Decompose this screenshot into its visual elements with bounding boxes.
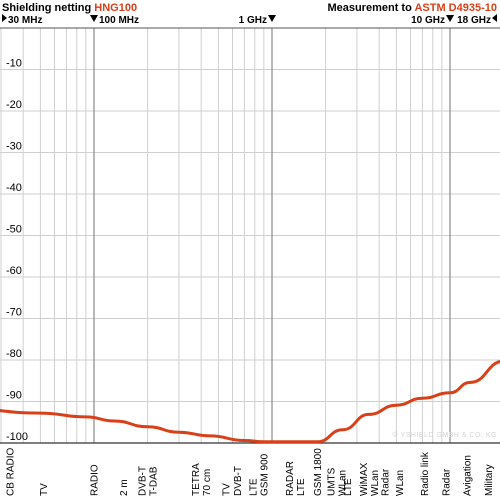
y-tick-labels: -10 -20 -30 -40 -50 -60 -70 -80 -90 -100 [6, 58, 28, 444]
y-tick-label: -30 [6, 141, 22, 153]
freq-marker: 18 GHz [457, 14, 497, 26]
freq-arrow-icon [492, 14, 497, 22]
frequency-markers: 30 MHz 100 MHz 1 GHz 10 GHz 18 GHz [2, 14, 497, 26]
category-label: TETRA 70 cm [191, 463, 213, 496]
category-label-line: Avigation [463, 455, 474, 496]
series [0, 360, 500, 444]
y-tick-label: -40 [6, 182, 22, 194]
freq-marker-label: 1 GHz [239, 15, 267, 26]
freq-marker-label: 100 MHz [99, 15, 139, 26]
category-label: DVB-T [233, 466, 244, 496]
category-label: WiMAX WLan [359, 462, 381, 496]
category-label-line: Radar [380, 468, 391, 496]
category-label-line: RADAR [285, 461, 296, 496]
grid [0, 28, 500, 443]
category-label: Avigation [463, 455, 474, 496]
category-label: 2 m [119, 479, 130, 496]
freq-marker: 10 GHz [411, 15, 454, 26]
header-left: Shielding netting HNG100 [2, 2, 137, 14]
y-tick-label: -100 [6, 431, 28, 443]
freq-arrow-icon [2, 14, 7, 22]
category-label-line: UMTS [326, 467, 337, 496]
chart-header: Shielding netting HNG100 Measurement to … [2, 2, 497, 14]
y-tick-label: -10 [6, 58, 22, 70]
plot-frame [0, 27, 500, 444]
freq-marker: 100 MHz [90, 15, 139, 26]
category-label: Military [484, 464, 495, 496]
header-right-prefix: Measurement to [327, 2, 414, 14]
attenuation-curve [0, 360, 500, 444]
freq-arrow-icon [446, 15, 454, 22]
category-label-line: WLan [370, 470, 381, 496]
category-label-line: LTE [296, 478, 307, 496]
category-label: LTE [343, 478, 354, 496]
y-tick-label: -90 [6, 390, 22, 402]
category-label-line: WLan [337, 470, 348, 496]
y-tick-label: -50 [6, 224, 22, 236]
category-label: TV [221, 483, 232, 496]
category-label-line: 70 cm [202, 469, 213, 496]
category-label: Radar [442, 468, 453, 496]
category-label: LTE [248, 478, 259, 496]
category-label: UMTS WLan [326, 467, 348, 496]
y-tick-label: -20 [6, 99, 22, 111]
freq-marker: 30 MHz [2, 14, 42, 26]
category-label-line: T-DAB [149, 466, 160, 496]
category-label: TV [39, 483, 50, 496]
category-label: CB RADIO [6, 447, 17, 496]
category-labels: CB RADIO TV RADIO 2 m DVB-T T-DAB TETRA 70 cm TV… [6, 447, 496, 496]
category-label-line: TETRA [191, 463, 202, 496]
freq-marker: 1 GHz [239, 15, 276, 26]
category-label-line: CB RADIO [6, 447, 17, 496]
category-label: WLan [395, 470, 406, 496]
category-label-line: 2 m [119, 479, 130, 496]
freq-arrow-icon [90, 15, 98, 22]
header-left-prefix: Shielding netting [2, 2, 94, 14]
category-label-line: TV [39, 483, 50, 496]
category-label: RADAR LTE [285, 461, 307, 496]
freq-arrow-icon [268, 15, 276, 22]
category-label: GSM 900 [259, 453, 270, 496]
y-tick-label: -70 [6, 307, 22, 319]
category-label-line: WiMAX [359, 462, 370, 496]
category-label: RADIO [90, 464, 101, 496]
category-label-line: Radar [442, 468, 453, 496]
category-label-line: LTE [343, 478, 354, 496]
header-standard: ASTM D4935-10 [414, 2, 497, 14]
category-label-line: TV [221, 483, 232, 496]
freq-marker-label: 10 GHz [411, 15, 445, 26]
y-tick-label: -60 [6, 265, 22, 277]
category-label-line: DVB-T [138, 466, 149, 496]
freq-marker-label: 18 GHz [457, 15, 491, 26]
category-label-line: GSM 900 [259, 453, 270, 496]
category-label: DVB-T T-DAB [138, 466, 160, 496]
category-label: Radio link [420, 451, 431, 496]
category-label-line: WLan [395, 470, 406, 496]
watermark: © YSHIELD GMBH & CO. KG [393, 431, 497, 439]
y-tick-label: -80 [6, 348, 22, 360]
category-label-line: GSM 1800 [313, 448, 324, 496]
category-label-line: DVB-T [233, 466, 244, 496]
category-label-line: Military [484, 464, 495, 496]
category-label-line: RADIO [90, 464, 101, 496]
category-label: Radar [380, 468, 391, 496]
category-label: GSM 1800 [313, 448, 324, 496]
category-label-line: Radio link [420, 451, 431, 496]
header-product: HNG100 [94, 2, 137, 14]
category-label-line: LTE [248, 478, 259, 496]
freq-marker-label: 30 MHz [8, 15, 42, 26]
header-right: Measurement to ASTM D4935-10 [327, 2, 497, 14]
